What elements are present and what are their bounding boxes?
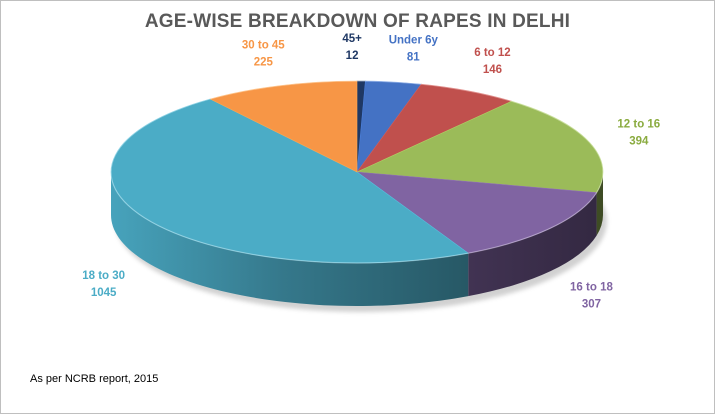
source-note: As per NCRB report, 2015: [30, 373, 159, 385]
slice-label-45: 45+: [342, 33, 362, 45]
slice-label-under-6y: Under 6y: [389, 34, 439, 46]
slice-label-30-to-45: 30 to 45: [242, 39, 285, 51]
slice-label-18-to-30: 18 to 30: [82, 270, 125, 282]
slice-label-12-to-16: 12 to 16: [617, 119, 660, 131]
slice-value-under-6y: 81: [407, 51, 420, 63]
pie-slice-18-to-30: [110, 98, 469, 264]
pie-side-12-to-16: [596, 172, 603, 236]
pie-side-16-to-18: [468, 192, 597, 297]
slice-value-45: 12: [346, 50, 359, 62]
pie-slice-12-to-16: [355, 100, 604, 193]
slice-label-6-to-12: 6 to 12: [474, 47, 510, 59]
pie-slice-16-to-18: [355, 171, 598, 254]
pie-rim: [110, 80, 604, 264]
slice-value-16-to-18: 307: [582, 298, 601, 310]
slice-label-16-to-18: 16 to 18: [570, 281, 613, 293]
chart-title: AGE-WISE BREAKDOWN OF RAPES IN DELHI: [144, 11, 571, 32]
pie-slice-30-to-45: [209, 80, 358, 173]
slice-value-6-to-12: 146: [483, 64, 502, 76]
slice-value-12-to-16: 394: [629, 136, 649, 148]
slice-value-18-to-30: 1045: [91, 287, 117, 299]
pie-side-18-to-30: [111, 172, 469, 306]
slice-value-30-to-45: 225: [254, 56, 274, 68]
